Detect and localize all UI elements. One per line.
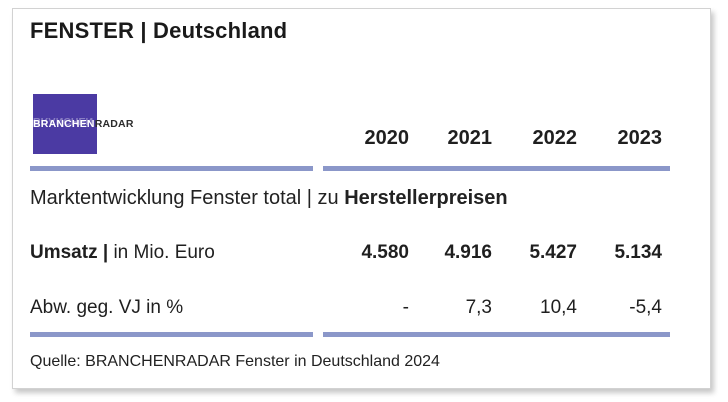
table-cell: - [402,297,409,318]
table-cell: 5.134 [614,242,662,263]
footer-divider-left [30,332,313,337]
year-header-2020: 2020 [364,127,410,149]
logo-reflection: BRANCHEN [33,115,94,127]
year-header-2022: 2022 [532,127,578,149]
branchenradar-logo: BRANCHENRADAR BRANCHEN [33,94,133,154]
table-cell: 7,3 [465,297,492,318]
header-divider-right [323,166,670,171]
footer-divider-right [323,332,670,337]
row-label-umsatz: Umsatz | in Mio. Euro [30,242,215,263]
table-card [12,8,711,389]
year-header-2023: 2023 [617,127,663,149]
table-cell: 10,4 [540,297,577,318]
table-cell: 5.427 [529,242,577,263]
section-subtitle: Marktentwicklung Fenster total | zu Hers… [30,187,508,209]
logo-text: BRANCHENRADAR [33,118,134,130]
year-header-2021: 2021 [447,127,493,149]
table-cell: 4.916 [444,242,492,263]
source-note: Quelle: BRANCHENRADAR Fenster in Deutsch… [30,353,440,370]
row-label-abweichung: Abw. geg. VJ in % [30,297,184,318]
table-cell: 4.580 [361,242,409,263]
page-title: FENSTER | Deutschland [30,18,288,43]
table-cell: -5,4 [629,297,662,318]
header-divider-left [30,166,313,171]
